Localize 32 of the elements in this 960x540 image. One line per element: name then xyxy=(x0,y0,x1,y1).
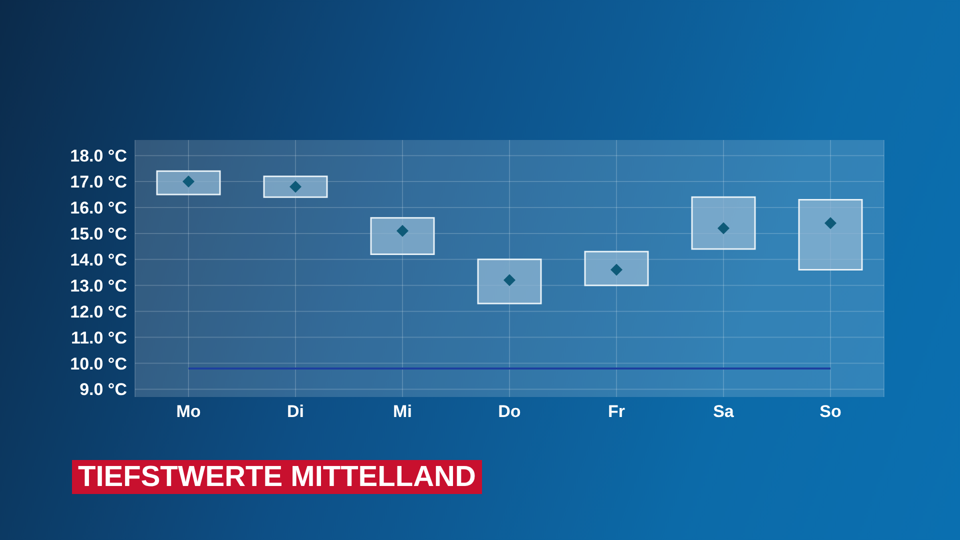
text: TIEFSTWERTE MITTELLAND xyxy=(72,460,482,494)
point xyxy=(182,176,194,188)
x-tick-label: Do xyxy=(498,402,521,422)
bar xyxy=(477,258,542,304)
y-tick-label: 14.0 °C xyxy=(70,250,127,270)
point xyxy=(504,274,516,286)
y-tick-label: 15.0 °C xyxy=(70,224,127,244)
bar xyxy=(584,250,649,286)
x-tick-label: Sa xyxy=(713,402,734,422)
x-tick-label: Mi xyxy=(393,402,412,422)
y-tick-label: 11.0 °C xyxy=(71,328,127,348)
point xyxy=(396,224,408,237)
x-tick-label: Fr xyxy=(608,402,626,422)
y-tick-label: 10.0 °C xyxy=(70,354,127,374)
y-tick-label: 17.0 °C xyxy=(70,172,127,192)
point xyxy=(824,217,836,230)
y-tick-label: 13.0 °C xyxy=(70,276,127,296)
y-tick-label: 16.0 °C xyxy=(70,198,127,218)
bar xyxy=(798,198,863,271)
x-tick-label: Di xyxy=(287,402,304,422)
point xyxy=(718,222,730,234)
y-tick-label: 18.0 °C xyxy=(70,146,127,166)
bar xyxy=(691,196,756,250)
bar xyxy=(263,176,328,198)
point xyxy=(610,264,622,276)
point xyxy=(290,180,302,193)
bar xyxy=(370,217,435,255)
y-tick-label: 9.0 °C xyxy=(80,380,127,400)
y-tick-label: 12.0 °C xyxy=(70,302,127,322)
x-tick-label: So xyxy=(820,402,842,422)
x-tick-label: Mo xyxy=(176,402,201,422)
bar xyxy=(156,170,221,196)
